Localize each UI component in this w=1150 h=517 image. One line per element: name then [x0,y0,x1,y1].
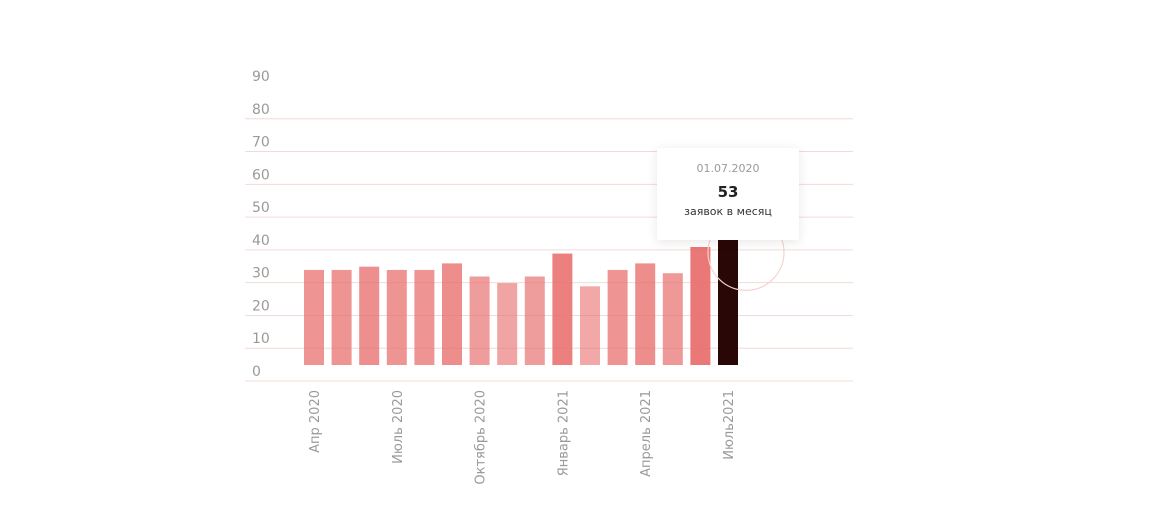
y-tick-label: 60 [252,167,270,183]
tooltip: 01.07.2020 53 заявок в месяц [657,148,799,240]
bar[interactable] [607,269,628,365]
bars [304,227,738,365]
x-axis-ticks: Апр 2020 Июль 2020 Октябрь 2020 Январь 2021… [308,390,737,485]
bar[interactable] [524,276,545,366]
y-tick-label: 20 [252,298,270,314]
y-tick-label: 90 [252,69,270,85]
y-tick-label: 10 [252,331,270,347]
y-tick-label: 30 [252,266,270,282]
bar-highlighted[interactable] [718,227,738,365]
bar[interactable] [442,263,462,365]
x-tick-label: Апр 2020 [308,390,323,453]
bar[interactable] [304,269,324,365]
bar[interactable] [662,273,683,365]
y-tick-label: 80 [252,102,270,118]
bar[interactable] [552,253,573,365]
bar[interactable] [497,283,518,365]
bar[interactable] [580,286,600,365]
bar[interactable] [414,269,435,365]
tooltip-date: 01.07.2020 [696,162,760,175]
x-tick-label: Апрель 2021 [639,390,654,477]
tooltip-label: заявок в месяц [684,205,772,218]
bar[interactable] [469,276,490,366]
tooltip-value: 53 [717,183,739,201]
y-tick-label: 70 [252,135,270,151]
x-tick-label: Июль2021 [722,390,737,460]
bar[interactable] [386,269,407,365]
bar[interactable] [331,269,352,365]
x-tick-label: Октябрь 2020 [474,390,489,485]
bar[interactable] [635,263,656,365]
y-axis-ticks: 90 80 70 60 50 40 30 20 10 0 [252,69,270,380]
bar[interactable] [690,247,711,365]
x-tick-label: Январь 2021 [556,390,571,476]
y-tick-label: 40 [252,233,270,249]
bar[interactable] [359,266,380,365]
x-tick-label: Июль 2020 [391,390,406,464]
y-tick-label: 0 [252,364,261,380]
y-tick-label: 50 [252,200,270,216]
